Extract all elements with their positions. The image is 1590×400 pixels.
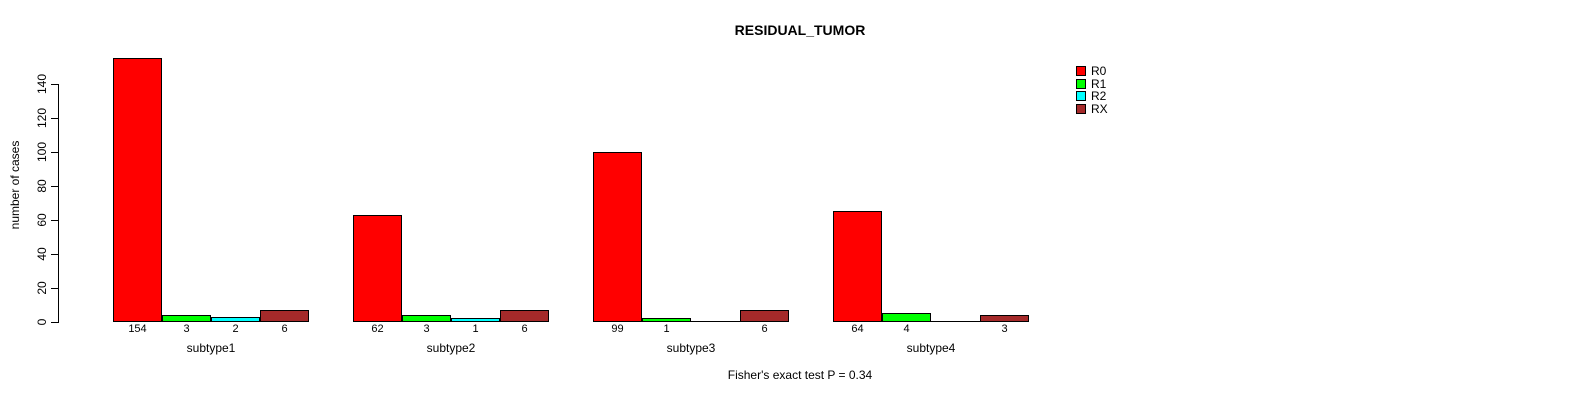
legend-item-RX: RX [1076, 103, 1108, 116]
category-label-subtype4: subtype4 [906, 341, 956, 355]
y-axis-tick [51, 118, 58, 119]
bar-R0-subtype4 [833, 211, 882, 322]
legend-label-R1: R1 [1091, 76, 1107, 91]
legend-item-R1: R1 [1076, 78, 1108, 91]
bar-R0-subtype2 [353, 215, 402, 322]
y-axis-line [58, 84, 59, 323]
bar-value-label-R1-subtype3: 1 [663, 323, 670, 335]
y-axis-tick-label: 140 [35, 73, 49, 95]
legend-swatch-R1 [1076, 78, 1086, 89]
bar-R2-subtype4 [931, 321, 980, 322]
legend: R0 R1 R2 RX [1076, 65, 1108, 115]
legend-swatch-R0 [1076, 66, 1086, 77]
y-axis-tick [51, 288, 58, 289]
bar-R0-subtype3 [593, 152, 642, 322]
category-label-subtype1: subtype1 [186, 341, 236, 355]
legend-item-R0: R0 [1076, 65, 1108, 78]
bar-R2-subtype1 [211, 317, 260, 322]
y-axis-tick [51, 220, 58, 221]
y-axis-tick [51, 152, 58, 153]
bar-value-label-R0-subtype2: 62 [371, 323, 384, 335]
fisher-test-annotation: Fisher's exact test P = 0.34 [727, 368, 873, 382]
bar-RX-subtype3 [740, 310, 789, 322]
bar-value-label-R1-subtype1: 3 [183, 323, 190, 335]
bar-R2-subtype3 [691, 321, 740, 322]
bar-value-label-R2-subtype2: 1 [472, 323, 479, 335]
y-axis-tick-label: 60 [35, 213, 49, 227]
bar-R1-subtype3 [642, 318, 691, 322]
bar-value-label-RX-subtype1: 6 [281, 323, 288, 335]
bar-R1-subtype1 [162, 315, 211, 322]
legend-label-RX: RX [1091, 101, 1108, 116]
category-label-subtype3: subtype3 [666, 341, 716, 355]
bar-RX-subtype2 [500, 310, 549, 322]
bar-value-label-R0-subtype1: 154 [128, 323, 147, 335]
y-axis-tick [51, 84, 58, 85]
bar-value-label-RX-subtype4: 3 [1001, 323, 1008, 335]
y-axis-tick-label: 40 [35, 247, 49, 261]
y-axis-tick-label: 0 [35, 318, 49, 326]
category-label-subtype2: subtype2 [426, 341, 476, 355]
chart-title: RESIDUAL_TUMOR [734, 22, 866, 38]
bar-R1-subtype4 [882, 313, 931, 322]
bar-value-label-R0-subtype3: 99 [611, 323, 624, 335]
y-axis-tick [51, 322, 58, 323]
bar-R1-subtype2 [402, 315, 451, 322]
y-axis-tick-label: 120 [35, 107, 49, 129]
legend-item-R2: R2 [1076, 90, 1108, 103]
bar-value-label-R2-subtype1: 2 [232, 323, 239, 335]
bar-value-label-R1-subtype2: 3 [423, 323, 430, 335]
bar-value-label-R1-subtype4: 4 [903, 323, 910, 335]
bar-value-label-RX-subtype2: 6 [521, 323, 528, 335]
bar-R0-subtype1 [113, 58, 162, 322]
bar-value-label-R0-subtype4: 64 [851, 323, 864, 335]
bar-RX-subtype4 [980, 315, 1029, 322]
legend-swatch-RX [1076, 103, 1086, 114]
y-axis-label: number of cases [8, 140, 22, 230]
y-axis-tick-label: 80 [35, 179, 49, 193]
y-axis-tick-label: 20 [35, 281, 49, 295]
y-axis-tick-label: 100 [35, 141, 49, 163]
legend-swatch-R2 [1076, 91, 1086, 102]
legend-label-R0: R0 [1091, 64, 1107, 79]
y-axis-tick [51, 254, 58, 255]
bar-R2-subtype2 [451, 318, 500, 322]
bar-RX-subtype1 [260, 310, 309, 322]
y-axis-tick [51, 186, 58, 187]
legend-label-R2: R2 [1091, 89, 1107, 104]
bar-value-label-RX-subtype3: 6 [761, 323, 768, 335]
